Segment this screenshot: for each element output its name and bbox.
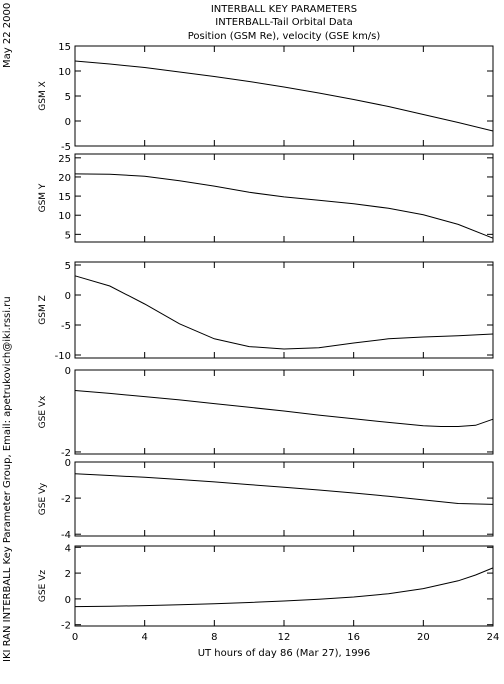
y-tick-label: 5: [65, 230, 71, 241]
series-line: [74, 275, 494, 350]
y-tick-label: 15: [58, 42, 71, 53]
y-tick-label: -5: [61, 142, 71, 153]
panel-frame: [74, 45, 494, 147]
y-tick-label: 20: [58, 173, 71, 184]
y-tick-label: 10: [58, 67, 71, 78]
panel-y-axis-label: GSE Vy: [38, 482, 48, 515]
series-line: [74, 60, 494, 132]
y-tick-label: 10: [58, 211, 71, 222]
x-axis-label: UT hours of day 86 (Mar 27), 1996: [198, 648, 371, 659]
panel-y-axis-label: GSM Y: [38, 183, 48, 212]
figure-title-line-2: INTERBALL-Tail Orbital Data: [215, 17, 353, 28]
panel-y-axis-label: GSM Z: [38, 295, 48, 324]
figure-subtitle: Position (GSM Re), velocity (GSE km/s): [187, 31, 381, 42]
x-tick-label: 4: [141, 632, 147, 643]
series-line: [74, 390, 494, 427]
y-tick-label: 5: [65, 92, 71, 103]
figure-title-line-1: INTERBALL KEY PARAMETERS: [210, 4, 358, 15]
x-tick-label: 0: [72, 632, 78, 643]
series-line: [74, 567, 494, 608]
x-tick-label: 16: [347, 632, 360, 643]
y-tick-label: 0: [65, 595, 71, 606]
y-tick-label: 2: [65, 569, 71, 580]
y-tick-label: 25: [58, 154, 71, 165]
y-tick-label: -2: [61, 621, 71, 632]
panel-y-axis-label: GSE Vx: [38, 395, 48, 428]
panel-frame: [74, 369, 494, 455]
y-tick-label: -2: [61, 448, 71, 459]
y-tick-label: 0: [65, 366, 71, 377]
panel-frame: [74, 545, 494, 627]
panel-frame: [74, 461, 494, 537]
panel-frame: [74, 261, 494, 359]
x-tick-label: 8: [211, 632, 217, 643]
y-tick-label: 5: [65, 261, 71, 272]
y-tick-label: -4: [61, 530, 71, 541]
y-tick-label: 0: [65, 458, 71, 469]
y-tick-label: 0: [65, 117, 71, 128]
x-tick-label: 24: [487, 632, 500, 643]
x-tick-label: 12: [278, 632, 291, 643]
y-tick-label: -10: [55, 351, 71, 362]
panel-y-axis-label: GSM X: [38, 81, 48, 110]
y-tick-label: 15: [58, 192, 71, 203]
x-tick-label: 20: [417, 632, 430, 643]
panel-frame: [74, 153, 494, 243]
y-tick-label: 4: [65, 543, 71, 554]
y-tick-label: -5: [61, 321, 71, 332]
y-tick-label: -2: [61, 494, 71, 505]
series-line: [74, 473, 494, 505]
series-line: [74, 173, 494, 239]
panel-y-axis-label: GSE Vz: [38, 570, 48, 602]
y-tick-label: 0: [65, 291, 71, 302]
